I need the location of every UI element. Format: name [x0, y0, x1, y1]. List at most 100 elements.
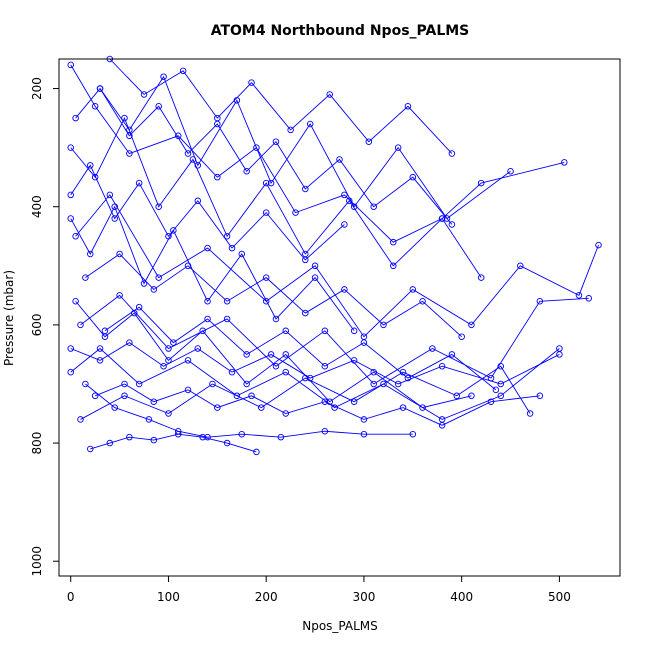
data-point: [448, 351, 456, 358]
data-point: [438, 422, 446, 429]
data-point: [409, 173, 417, 181]
data-point: [282, 368, 289, 376]
series-17: [101, 303, 500, 394]
data-point: [67, 191, 74, 199]
data-point: [214, 120, 221, 128]
data-point: [556, 351, 563, 358]
data-point: [116, 250, 123, 258]
data-point: [155, 274, 162, 281]
data-point: [360, 430, 368, 438]
data-point: [350, 357, 358, 364]
data-point: [497, 380, 505, 388]
data-point: [370, 203, 377, 210]
data-point: [419, 404, 426, 411]
data-point: [253, 144, 260, 151]
data-point: [140, 280, 148, 287]
data-point: [223, 439, 231, 447]
data-point: [155, 203, 162, 210]
data-point: [561, 159, 568, 166]
data-point: [179, 67, 187, 75]
data-point: [67, 368, 74, 376]
data-point: [595, 241, 602, 249]
data-point: [150, 398, 158, 405]
data-point: [165, 357, 172, 364]
data-point: [409, 430, 417, 438]
data-point: [409, 286, 417, 293]
data-point: [67, 61, 74, 69]
x-tick-label: 500: [548, 590, 571, 604]
data-point: [419, 298, 426, 305]
data-point: [282, 327, 289, 335]
data-point: [262, 298, 270, 305]
data-point: [223, 233, 231, 240]
data-point: [311, 262, 319, 270]
y-axis-label: Pressure (mbar): [2, 270, 16, 366]
y-tick-label: 600: [30, 313, 44, 336]
series-10: [67, 114, 485, 281]
data-point: [302, 309, 309, 317]
data-point: [160, 362, 167, 370]
data-point: [302, 256, 309, 264]
data-point: [468, 321, 475, 329]
data-point: [248, 79, 255, 86]
y-tick-label: 200: [30, 77, 44, 100]
data-point: [87, 250, 94, 258]
data-point: [101, 327, 109, 335]
data-point: [194, 162, 202, 169]
data-point: [116, 292, 123, 299]
data-point: [477, 274, 485, 281]
data-point: [204, 315, 211, 323]
series-1: [72, 191, 602, 340]
data-point: [404, 103, 412, 110]
data-point: [184, 357, 192, 364]
data-point: [91, 173, 99, 181]
series-0: [67, 61, 568, 246]
x-tick-label: 0: [67, 590, 75, 604]
y-axis: 200 400 600 800 1000: [30, 77, 60, 577]
data-point: [204, 298, 211, 305]
data-point: [262, 274, 270, 281]
data-point: [155, 103, 162, 110]
x-tick-label: 200: [255, 590, 278, 604]
series-line: [104, 306, 497, 391]
data-point: [87, 162, 94, 169]
data-point: [233, 392, 241, 400]
series-3: [67, 345, 563, 423]
series-line: [75, 87, 453, 225]
data-point: [341, 191, 348, 199]
plot-frame: [58, 58, 621, 577]
data-point: [277, 433, 285, 441]
data-point: [135, 380, 143, 388]
data-point: [106, 439, 114, 447]
data-point: [174, 430, 182, 438]
data-point: [126, 339, 133, 346]
series-line: [70, 164, 345, 261]
data-point: [321, 427, 329, 435]
data-point: [360, 339, 368, 346]
y-tick-label: 1000: [30, 546, 44, 577]
series-line: [109, 58, 453, 154]
data-point: [321, 327, 329, 335]
data-point: [497, 392, 505, 400]
data-point: [204, 244, 211, 252]
series-line: [70, 116, 482, 278]
data-point: [458, 333, 465, 340]
data-point: [321, 362, 329, 370]
data-point: [292, 209, 299, 216]
series-14: [67, 162, 348, 264]
data-point: [145, 416, 153, 423]
data-point: [477, 179, 485, 187]
data-point: [282, 351, 289, 358]
data-point: [214, 404, 221, 411]
y-tick-label: 800: [30, 432, 44, 455]
data-point: [253, 448, 260, 456]
data-point: [326, 91, 333, 98]
series-line: [75, 300, 472, 409]
data-point: [394, 380, 402, 388]
data-point: [262, 209, 270, 216]
data-point: [67, 144, 74, 151]
data-point: [243, 168, 250, 175]
x-axis: 0 100 200 300 400 500: [67, 575, 571, 604]
series-line: [90, 433, 257, 453]
